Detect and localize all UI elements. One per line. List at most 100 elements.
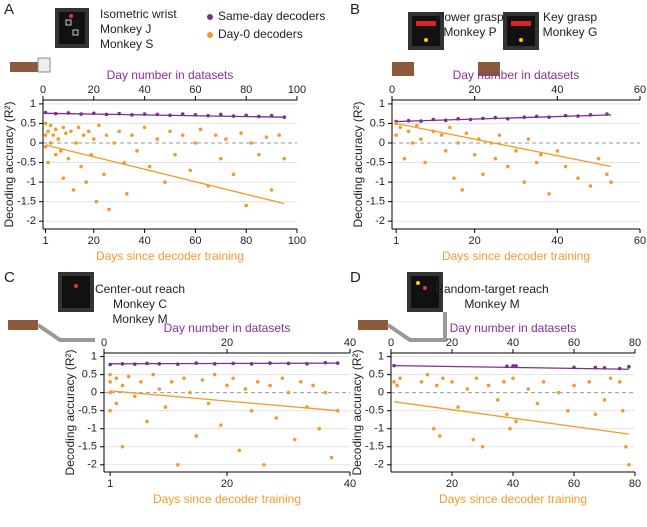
point [173, 152, 177, 157]
point [480, 444, 485, 449]
point [292, 437, 297, 442]
point [269, 188, 274, 192]
point [112, 141, 116, 145]
point [394, 133, 398, 137]
point [563, 164, 568, 169]
point [97, 123, 101, 128]
point [79, 164, 83, 169]
point [448, 125, 452, 130]
legend-label: Same-day decoders [218, 9, 325, 23]
point [193, 141, 198, 145]
point [481, 172, 485, 177]
x2-tick-label: 40 [551, 84, 563, 96]
point [102, 172, 106, 177]
y-tick-label: 0.5 [82, 369, 97, 381]
x2-tick-label: 80 [629, 337, 641, 349]
y-tick-label: 0.5 [369, 369, 384, 381]
y-tick-label: -1.5 [365, 441, 384, 453]
point [398, 125, 403, 130]
panel-letter: B [350, 1, 360, 18]
y-tick-label: -1.5 [78, 441, 97, 453]
point [213, 133, 218, 137]
x-tick-label: 20 [88, 235, 100, 247]
point [502, 380, 506, 384]
x-axis-label: Days since decoder training [442, 249, 590, 263]
x-tick-label: 1 [42, 235, 48, 247]
point [471, 437, 476, 442]
point [329, 455, 334, 460]
point [425, 372, 430, 377]
y-tick-label: 1 [30, 98, 36, 110]
point [200, 378, 205, 382]
point [406, 129, 411, 134]
point [508, 426, 512, 431]
panel-note: Monkey P [443, 25, 496, 39]
y-tick-label: -2 [26, 215, 36, 227]
point [526, 137, 531, 141]
point [120, 444, 125, 449]
point [286, 390, 291, 395]
panel-note: Monkey S [100, 37, 153, 51]
y-tick-label: -2 [375, 215, 385, 227]
x2-tick-label: 0 [389, 84, 395, 96]
point [71, 188, 76, 192]
x-tick-label: 40 [344, 478, 356, 490]
point [415, 123, 419, 128]
point [539, 152, 543, 157]
point [593, 412, 598, 417]
point [617, 380, 622, 384]
icon-wrist [10, 8, 89, 73]
point [495, 398, 500, 402]
point [323, 390, 328, 395]
point [493, 156, 498, 161]
point [219, 423, 223, 427]
panel-note: Monkey C [113, 297, 167, 311]
x2-axis-label: Day number in datasets [450, 321, 577, 335]
point [58, 149, 63, 153]
y-tick-label: -1 [375, 176, 385, 188]
legend-marker [207, 14, 213, 20]
y-axis-label: Decoding accuracy (R²) [2, 101, 16, 227]
point [69, 129, 73, 134]
y-tick-label: -2 [374, 459, 384, 471]
trend-line [396, 114, 612, 123]
point [299, 380, 303, 384]
panel-note: Monkey M [464, 297, 519, 311]
point [61, 125, 66, 130]
point [460, 188, 465, 192]
point [117, 129, 121, 134]
point [163, 180, 167, 184]
trend-line [45, 112, 285, 118]
icon-reach [8, 272, 447, 342]
y-tick-label: -1 [374, 423, 384, 435]
y-tick-label: 0 [91, 387, 97, 399]
trend-line [45, 144, 285, 205]
point [452, 176, 456, 180]
point [92, 137, 96, 141]
point [555, 149, 560, 153]
y-tick-label: -1 [26, 176, 36, 188]
point [505, 412, 509, 417]
point [282, 156, 287, 161]
y-tick-label: -0.5 [365, 405, 384, 417]
trend-line [396, 122, 612, 168]
x-tick-label: 20 [446, 478, 458, 490]
x-tick-label: 60 [568, 478, 580, 490]
y-tick-label: 0 [30, 137, 36, 149]
point [280, 376, 285, 381]
point [86, 129, 91, 134]
point [474, 376, 479, 381]
point [609, 180, 613, 184]
y-tick-label: -1.5 [366, 196, 385, 208]
point [126, 374, 131, 379]
point [402, 156, 407, 161]
point [198, 127, 203, 132]
point [53, 127, 58, 132]
point [395, 383, 399, 388]
point [434, 383, 439, 388]
point [125, 192, 129, 196]
point [169, 380, 174, 384]
x-tick-label: 100 [288, 235, 306, 247]
point [566, 408, 570, 413]
